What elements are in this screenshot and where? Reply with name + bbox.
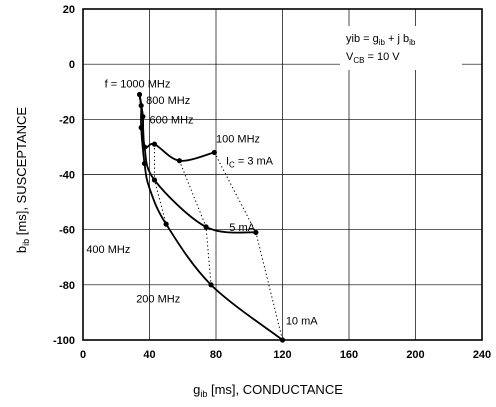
data-point: [151, 177, 158, 183]
data-point: [141, 144, 148, 150]
x-tick-label: 160: [340, 349, 358, 361]
x-tick-label: 120: [273, 349, 291, 361]
legend-line-1: yib = gib + j bib: [346, 33, 416, 47]
annotation-label: 600 MHz: [150, 114, 194, 126]
data-point: [138, 102, 144, 109]
y-tick-label: -100: [53, 335, 75, 347]
annotation-label: 5 mA: [229, 222, 255, 234]
data-point: [176, 158, 183, 164]
legend-box: [340, 26, 462, 70]
data-point: [253, 229, 259, 236]
y-tick-label: 20: [63, 4, 75, 16]
annotation-label: 400 MHz: [86, 244, 130, 256]
x-tick-label: 40: [143, 349, 155, 361]
annotations: f = 1000 MHz 800 MHz 600 MHz 100 MHz 400 MHz…: [86, 78, 318, 327]
data-point: [163, 221, 169, 227]
legend: yib = gib + j bib VCB = 10 V: [340, 26, 462, 70]
annotation-label: f = 1000 MHz: [105, 78, 171, 90]
data-point: [211, 149, 217, 156]
y-axis-title: bib [ms], SUSCEPTANCE: [14, 107, 31, 254]
data-point: [141, 160, 148, 167]
data-markers: [136, 91, 286, 343]
data-point: [203, 224, 209, 230]
annotation-label: 10 mA: [286, 316, 318, 328]
annotation-label: 100 MHz: [216, 134, 260, 146]
data-point: [136, 91, 143, 98]
y-tick-label: -40: [59, 170, 75, 182]
annotation-label: 800 MHz: [146, 95, 190, 107]
x-axis-title: gib [ms], CONDUCTANCE: [193, 382, 343, 399]
x-tick-label: 200: [406, 349, 424, 361]
x-tick-label: 0: [80, 349, 86, 361]
annotation-label: 200 MHz: [136, 294, 180, 306]
y-tick-label: 0: [69, 59, 75, 71]
y-tick-label: -80: [59, 280, 75, 292]
frequency-line: [213, 152, 283, 341]
x-tick-label: 80: [210, 349, 222, 361]
data-point: [138, 125, 144, 131]
data-point: [151, 141, 158, 147]
data-point: [208, 282, 214, 288]
ic-label: IC = 3 mA: [226, 156, 274, 170]
legend-line-2: VCB = 10 V: [346, 51, 400, 65]
y-tick-label: -60: [59, 225, 75, 237]
y-tick-label: -20: [59, 114, 75, 126]
plot-frame: [82, 8, 483, 341]
x-tick-label: 240: [473, 349, 491, 361]
data-point: [140, 113, 146, 120]
